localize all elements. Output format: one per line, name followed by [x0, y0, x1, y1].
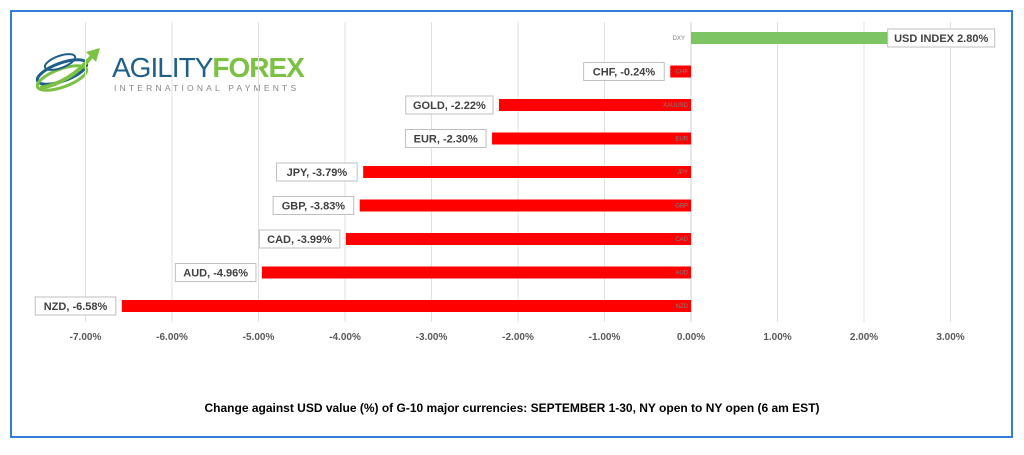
x-tick-label: -6.00% [156, 332, 188, 343]
bar-dxy [691, 32, 934, 44]
category-label: JPY [677, 170, 688, 176]
data-label: CHF, -0.24% [593, 67, 656, 79]
data-label-box [276, 162, 358, 182]
x-tick-label: -7.00% [70, 332, 102, 343]
data-label-box [583, 62, 665, 81]
logo-text-agility: AGILITY [112, 52, 213, 83]
data-label-box [405, 95, 494, 115]
bar-nzd [121, 300, 691, 312]
x-tick-label: -3.00% [416, 332, 448, 343]
bar-gbp [359, 199, 691, 212]
data-label: EUR, -2.30% [414, 134, 478, 146]
category-label: EUR [675, 137, 688, 143]
chart-frame [10, 10, 1013, 438]
data-label-box [887, 28, 996, 48]
bar-xauusd [498, 99, 691, 111]
x-tick-label: -5.00% [243, 332, 275, 343]
x-tick-label: 0.00% [677, 332, 705, 343]
data-label: NZD, -6.58% [44, 301, 108, 313]
x-tick-label: 3.00% [936, 332, 964, 343]
category-label: DXY [673, 36, 685, 42]
x-tick-label: -2.00% [502, 332, 534, 343]
category-label: AUD [675, 271, 688, 277]
x-tick-label: -4.00% [329, 332, 361, 343]
x-tick-label: 1.00% [763, 332, 791, 343]
data-label: USD INDEX 2.80% [894, 33, 988, 45]
category-label: CHF [676, 70, 689, 76]
data-label-box [174, 263, 257, 282]
category-label: NZD [676, 304, 689, 310]
bar-cad [345, 233, 691, 245]
data-label: CAD, -3.99% [267, 234, 332, 246]
chart-title: Change against USD value (%) of G-10 maj… [204, 401, 820, 415]
bar-aud [261, 266, 691, 279]
data-label: GBP, -3.83% [282, 201, 346, 213]
category-label: CAD [675, 237, 688, 243]
data-label: GOLD, -2.22% [413, 100, 486, 112]
x-tick-label: 2.00% [850, 332, 878, 343]
x-tick-label: -1.00% [589, 332, 621, 343]
logo-tagline: INTERNATIONAL PAYMENTS [114, 83, 300, 93]
data-label-box [404, 129, 487, 148]
category-label: GBP [675, 204, 688, 210]
data-label: AUD, -4.96% [183, 268, 248, 280]
data-label-box [34, 296, 117, 316]
data-label-box [258, 229, 341, 249]
bar-jpy [363, 166, 691, 178]
globe-arrow-icon [35, 48, 100, 92]
data-label-box [272, 196, 355, 215]
bar-eur [492, 132, 691, 145]
bar-chf [670, 65, 691, 78]
category-label: XAUUSD [663, 103, 689, 109]
data-label: JPY, -3.79% [287, 167, 348, 179]
